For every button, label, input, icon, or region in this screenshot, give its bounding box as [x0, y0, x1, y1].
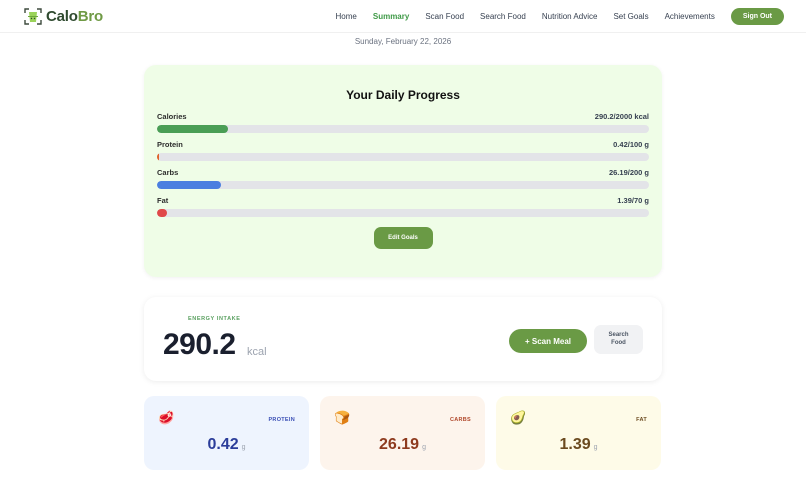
search-food-button[interactable]: Search Food: [594, 325, 643, 354]
nav-set-goals[interactable]: Set Goals: [613, 11, 649, 21]
metric-carbs: Carbs 26.19/200 g: [157, 168, 649, 189]
energy-label: ENERGY INTAKE: [188, 316, 241, 322]
metric-value: 290.2/2000 kcal: [594, 112, 649, 121]
metric-value: 26.19/200 g: [608, 168, 649, 177]
energy-intake-card: ENERGY INTAKE 290.2 kcal + Scan Meal Sea…: [144, 297, 662, 381]
progress-fill: [157, 181, 222, 189]
avocado-icon: 🥑: [510, 410, 527, 425]
energy-value: 290.2: [163, 328, 236, 361]
top-nav: CaloBro Home Summary Scan Food Search Fo…: [0, 0, 806, 33]
meat-icon: 🥩: [158, 410, 175, 425]
progress-fill: [157, 125, 229, 133]
metric-protein: Protein 0.42/100 g: [157, 140, 649, 161]
macro-card-carbs: 🍞 CARBS 26.19 g: [320, 396, 485, 470]
nav-summary[interactable]: Summary: [372, 11, 410, 21]
nav-nutrition-advice[interactable]: Nutrition Advice: [541, 11, 598, 21]
nav-search-food[interactable]: Search Food: [480, 11, 526, 21]
metric-value: 1.39/70 g: [617, 196, 649, 205]
macro-label: PROTEIN: [268, 417, 295, 423]
scan-cup-logo-icon: [24, 7, 42, 25]
metric-fat: Fat 1.39/70 g: [157, 196, 649, 217]
metric-label: Protein: [157, 140, 183, 149]
scan-meal-button[interactable]: + Scan Meal: [509, 329, 587, 353]
sign-out-button[interactable]: Sign Out: [730, 7, 784, 25]
metric-calories: Calories 290.2/2000 kcal: [157, 112, 649, 133]
progress-title: Your Daily Progress: [346, 88, 460, 102]
macro-value: 26.19 g: [379, 436, 426, 453]
energy-unit: kcal: [247, 346, 267, 358]
macro-card-fat: 🥑 FAT 1.39 g: [496, 396, 661, 470]
metric-label: Calories: [157, 112, 187, 121]
metric-label: Carbs: [157, 168, 179, 177]
metric-value: 0.42/100 g: [613, 140, 649, 149]
progress-bar: [157, 209, 649, 217]
progress-fill: [157, 153, 160, 161]
macro-label: CARBS: [449, 417, 471, 423]
current-date: Sunday, February 22, 2026: [354, 37, 452, 46]
progress-fill: [157, 209, 167, 217]
progress-bar: [157, 153, 649, 161]
edit-goals-button[interactable]: Edit Goals: [373, 227, 433, 249]
progress-bar: [157, 181, 649, 189]
progress-bar: [157, 125, 649, 133]
nav-scan-food[interactable]: Scan Food: [425, 11, 465, 21]
logo[interactable]: CaloBro: [24, 8, 103, 25]
macro-value: 0.42 g: [207, 436, 246, 453]
macro-label: FAT: [636, 417, 647, 423]
app-name: CaloBro: [46, 7, 103, 25]
macro-card-protein: 🥩 PROTEIN 0.42 g: [144, 396, 309, 470]
metric-label: Fat: [157, 196, 169, 205]
daily-progress-card: Your Daily Progress Calories 290.2/2000 k…: [144, 65, 662, 277]
macro-value: 1.39 g: [559, 436, 598, 453]
nav-links: Home Summary Scan Food Search Food Nutri…: [320, 7, 784, 25]
bread-icon: 🍞: [334, 410, 351, 425]
nav-home[interactable]: Home: [335, 11, 357, 21]
nav-achievements[interactable]: Achievements: [664, 11, 715, 21]
